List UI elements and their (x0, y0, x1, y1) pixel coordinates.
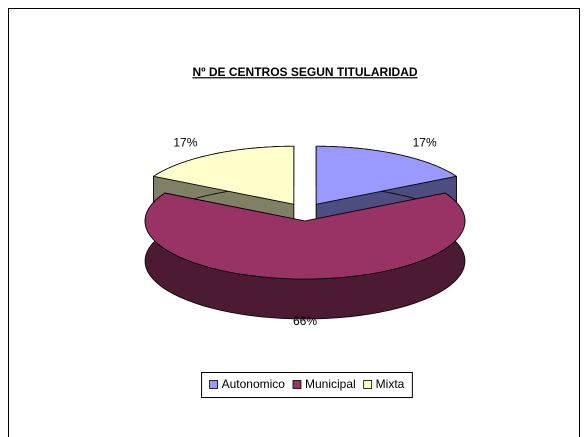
chart-title: Nº DE CENTROS SEGUN TITULARIDAD (192, 65, 417, 79)
chart-frame (8, 8, 580, 437)
legend-swatch (292, 380, 302, 389)
data-label: 66% (293, 314, 317, 328)
slice (144, 192, 466, 320)
slice-top (315, 145, 457, 205)
legend-label: Municipal (305, 377, 356, 391)
legend-box (201, 372, 413, 398)
slice-top (144, 192, 466, 280)
data-label: 17% (413, 135, 437, 149)
slice-top (153, 145, 295, 205)
legend-swatch (209, 380, 219, 389)
legend-label: Mixta (376, 377, 405, 391)
legend-swatch (363, 380, 373, 389)
legend-label: Autonomico (222, 377, 286, 391)
data-label: 17% (173, 135, 197, 149)
legend: Autonomico Municipal Mixta (201, 372, 413, 398)
